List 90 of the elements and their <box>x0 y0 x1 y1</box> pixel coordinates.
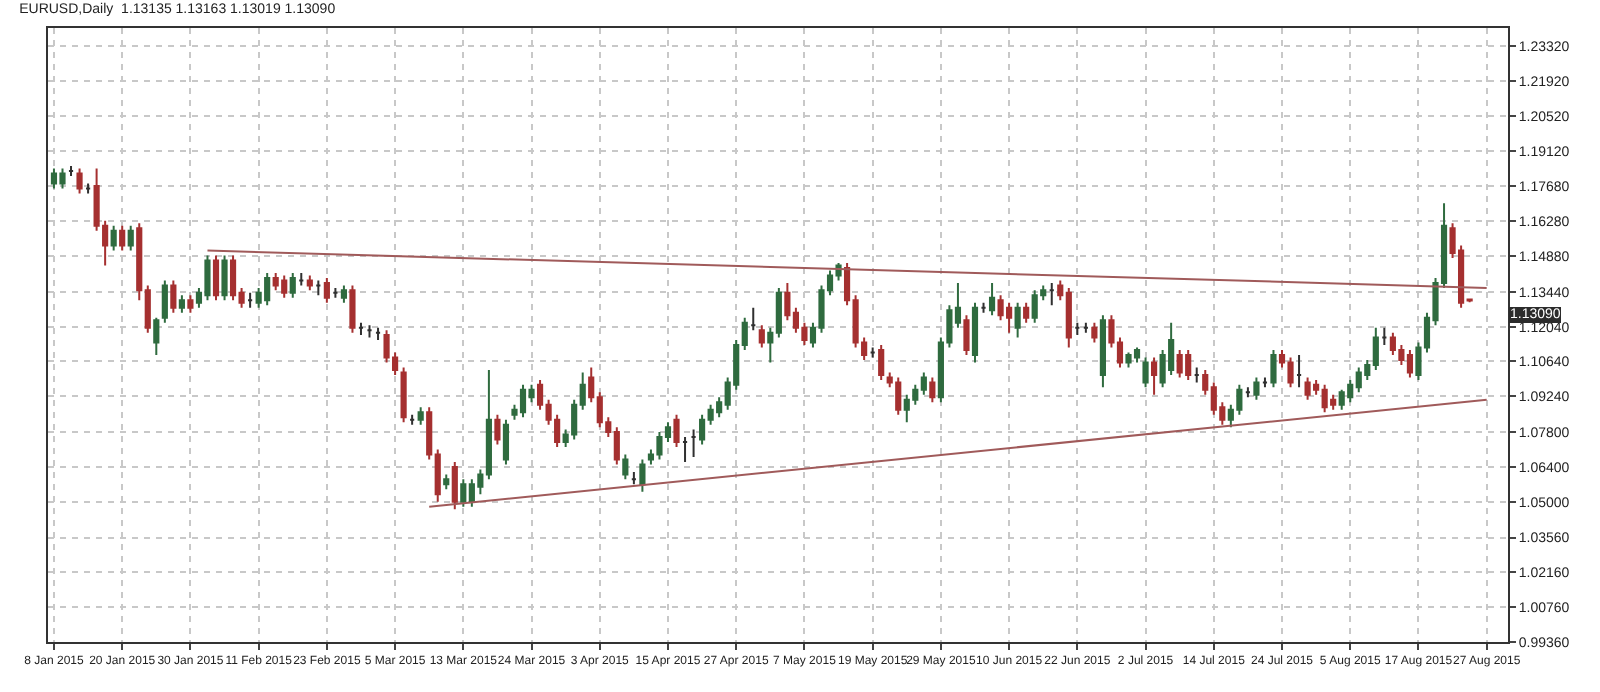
candlestick <box>630 470 637 486</box>
candlestick <box>1270 349 1277 389</box>
candlestick <box>1142 356 1149 389</box>
candlestick <box>1065 286 1072 349</box>
candlestick <box>750 306 757 332</box>
candlestick <box>178 294 185 314</box>
candlestick <box>869 346 876 359</box>
candlestick <box>212 254 220 302</box>
candlestick <box>187 294 194 314</box>
candlestick <box>1304 376 1311 401</box>
candlestick <box>699 413 706 446</box>
candlestick <box>980 301 987 314</box>
candlestick <box>1338 388 1345 411</box>
candlestick <box>1023 301 1030 324</box>
candlestick <box>1006 301 1013 334</box>
candlestick <box>298 271 305 287</box>
candlestick <box>1133 346 1141 364</box>
candlestick <box>1099 314 1106 389</box>
candlestick <box>1091 321 1098 344</box>
candlestick <box>76 167 83 195</box>
candlestick <box>400 366 407 424</box>
candlestick <box>622 453 629 481</box>
candlestick <box>1330 393 1337 411</box>
candlestick <box>153 316 160 357</box>
candlestick <box>229 254 237 302</box>
candlestick <box>50 167 58 190</box>
candlestick <box>221 254 228 302</box>
candlestick <box>315 279 322 297</box>
candlestick <box>673 413 680 449</box>
candlestick <box>110 224 117 252</box>
candlestick <box>1389 331 1396 357</box>
candlestick <box>247 291 254 309</box>
candlestick <box>1082 321 1089 334</box>
candlestick <box>451 460 458 511</box>
candlestick <box>204 254 211 302</box>
candlestick <box>963 314 970 357</box>
candlestick <box>264 271 271 307</box>
candlestick <box>409 413 416 426</box>
candlestick <box>681 436 689 463</box>
candlestick <box>349 284 356 334</box>
candlestick <box>127 224 134 252</box>
candlestick <box>417 406 424 426</box>
candlestick <box>289 271 296 299</box>
candlestick <box>988 281 996 317</box>
candlestick <box>502 418 510 466</box>
candlestick <box>895 376 902 416</box>
candlestick <box>1151 356 1158 396</box>
candlestick <box>1048 281 1055 307</box>
candlestick <box>306 274 313 292</box>
candlestick <box>340 284 348 304</box>
candlestick <box>357 321 365 337</box>
candlestick <box>1381 326 1388 347</box>
candlestick <box>1287 356 1294 389</box>
candlestick <box>639 458 646 493</box>
candlestick <box>59 167 66 190</box>
candlestick <box>494 413 501 446</box>
candlestick <box>460 478 467 508</box>
candlestick <box>903 393 910 424</box>
candlestick <box>1406 349 1414 379</box>
candlestick <box>1193 366 1200 384</box>
candlestick <box>1253 376 1260 401</box>
candlestick <box>170 279 177 314</box>
candlestick <box>323 276 330 304</box>
candlestick <box>1355 366 1362 394</box>
candlestick <box>272 271 279 292</box>
candlestick <box>1261 376 1269 389</box>
candlestick <box>690 428 697 458</box>
candlestick <box>971 301 979 364</box>
candlestick <box>119 224 126 252</box>
candlestick <box>374 326 382 342</box>
candlestick <box>1185 349 1192 381</box>
candlestick <box>366 324 373 339</box>
candlestick <box>85 182 92 195</box>
candlestick <box>519 383 527 419</box>
candlestick <box>929 376 936 404</box>
candlestick <box>281 274 288 299</box>
candlestick <box>1295 354 1303 389</box>
candlestick <box>332 286 339 299</box>
candlestick <box>1014 301 1021 339</box>
candlestick <box>1125 351 1132 369</box>
candlestick <box>878 344 885 381</box>
candlestick <box>161 279 168 324</box>
candlestick <box>1176 349 1183 379</box>
candlestick <box>1321 383 1328 414</box>
candlestick <box>67 165 75 177</box>
candlestick <box>443 473 450 491</box>
candlestick <box>1244 386 1251 399</box>
candlestick <box>1031 289 1038 324</box>
candlestick <box>1074 321 1081 337</box>
candlestick <box>758 324 765 349</box>
